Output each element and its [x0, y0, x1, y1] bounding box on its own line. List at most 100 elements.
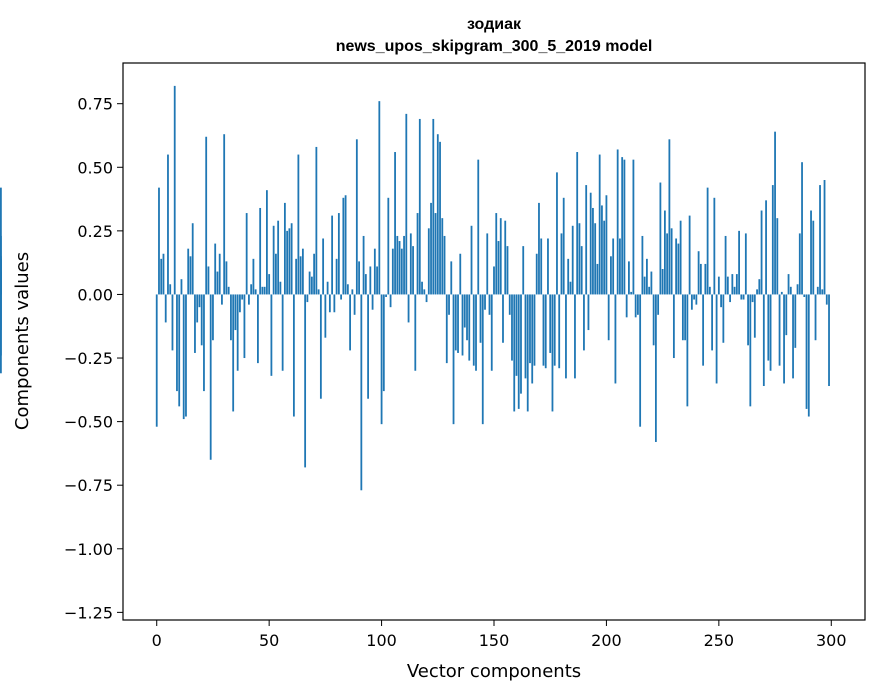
bar-137 — [463, 294, 466, 328]
bar-69 — [310, 276, 313, 295]
bar-205 — [616, 149, 619, 295]
bar-46 — [259, 207, 262, 295]
bar-297 — [823, 180, 826, 295]
bar-23 — [207, 266, 210, 295]
bar-172 — [542, 294, 545, 366]
bar-248 — [713, 197, 716, 295]
bar-128 — [443, 235, 446, 295]
bar-224 — [659, 182, 662, 295]
bar-2 — [160, 258, 163, 295]
bar-241 — [697, 251, 700, 295]
bar-142 — [475, 294, 477, 371]
bar-52 — [272, 225, 275, 295]
bar-127 — [441, 218, 444, 295]
bar-139 — [468, 294, 471, 361]
bar-43 — [252, 258, 255, 295]
bar-188 — [578, 223, 581, 295]
bar-256 — [731, 274, 734, 295]
y-tick-label: 0.50 — [77, 158, 113, 177]
bar-105 — [391, 248, 394, 295]
bar-24 — [209, 294, 212, 460]
bar-151 — [495, 213, 498, 295]
bar-259 — [738, 230, 740, 295]
bar-230 — [672, 294, 675, 359]
bar-56 — [281, 294, 284, 371]
bar-6 — [169, 284, 172, 295]
bar-55 — [279, 281, 282, 295]
bar-158 — [511, 294, 513, 361]
bar-261 — [742, 294, 745, 300]
bar-62 — [295, 258, 298, 295]
bar-125 — [436, 134, 439, 295]
bar-199 — [603, 220, 606, 295]
bar-30 — [223, 134, 226, 295]
bar-96 — [371, 294, 374, 310]
x-axis-ticks: 0 50 100 150 200 250 300 — [152, 620, 847, 650]
bar-44 — [254, 289, 257, 295]
bar-36 — [236, 294, 239, 371]
bar-87 — [351, 289, 354, 295]
bar-143 — [477, 159, 480, 295]
bar-88 — [353, 294, 356, 315]
bar-107 — [396, 235, 399, 295]
bar-102 — [385, 294, 387, 297]
bar-50 — [268, 274, 271, 295]
bar-83 — [342, 197, 345, 295]
bar-99 — [378, 101, 381, 295]
bar-126 — [439, 141, 441, 295]
bar-147 — [486, 233, 489, 295]
bar-200 — [605, 195, 608, 295]
bar-191 — [585, 185, 588, 295]
bar-71 — [315, 146, 318, 295]
bar-61 — [292, 294, 295, 417]
bar-268 — [758, 279, 761, 295]
bar-267 — [756, 289, 758, 295]
bar-20 — [200, 294, 203, 346]
bar-160 — [515, 294, 518, 376]
bar-93 — [364, 274, 367, 295]
bar-231 — [675, 238, 678, 295]
bar-258 — [735, 274, 738, 295]
bar-255 — [729, 294, 731, 303]
bar-18 — [196, 294, 199, 323]
x-tick-label: 50 — [259, 631, 279, 650]
bar-185 — [571, 225, 574, 295]
bar-270 — [762, 294, 765, 387]
bar-34 — [232, 294, 235, 412]
bar-275 — [774, 131, 776, 295]
bar-134 — [457, 294, 459, 353]
bar-series — [0, 85, 830, 491]
bar-274 — [771, 185, 774, 295]
bar-170 — [538, 202, 540, 295]
bar-223 — [657, 294, 660, 315]
bar-169 — [535, 253, 538, 295]
bar-286 — [798, 233, 801, 295]
bar-288 — [803, 294, 806, 297]
bar-17 — [194, 294, 196, 353]
x-tick-label: 200 — [591, 631, 622, 650]
bar-175 — [549, 294, 552, 353]
bar-246 — [708, 286, 711, 295]
bar-228 — [668, 139, 671, 295]
bar-68 — [308, 271, 311, 295]
bar-101 — [382, 294, 385, 392]
bar-106 — [394, 152, 396, 295]
bar-162 — [520, 294, 522, 394]
bar-237 — [688, 215, 691, 295]
bar-165 — [526, 294, 529, 412]
bar-32 — [227, 286, 230, 295]
bar-98 — [376, 266, 378, 295]
bar-48 — [263, 286, 266, 295]
bar-123 — [432, 118, 435, 295]
bar-22 — [205, 136, 208, 295]
bar-236 — [686, 294, 689, 407]
bar-133 — [454, 294, 457, 351]
bar-1 — [158, 187, 160, 295]
bar-209 — [625, 294, 628, 318]
bar-14 — [187, 248, 190, 295]
bar-67 — [306, 294, 309, 303]
bar-177 — [553, 294, 556, 366]
y-axis-ticks: 0.75 0.50 0.25 0.00 −0.25 −0.50 −0.75 −1.00 −1.2… — [64, 95, 123, 622]
bar-131 — [450, 261, 453, 295]
bar-252 — [722, 294, 725, 343]
